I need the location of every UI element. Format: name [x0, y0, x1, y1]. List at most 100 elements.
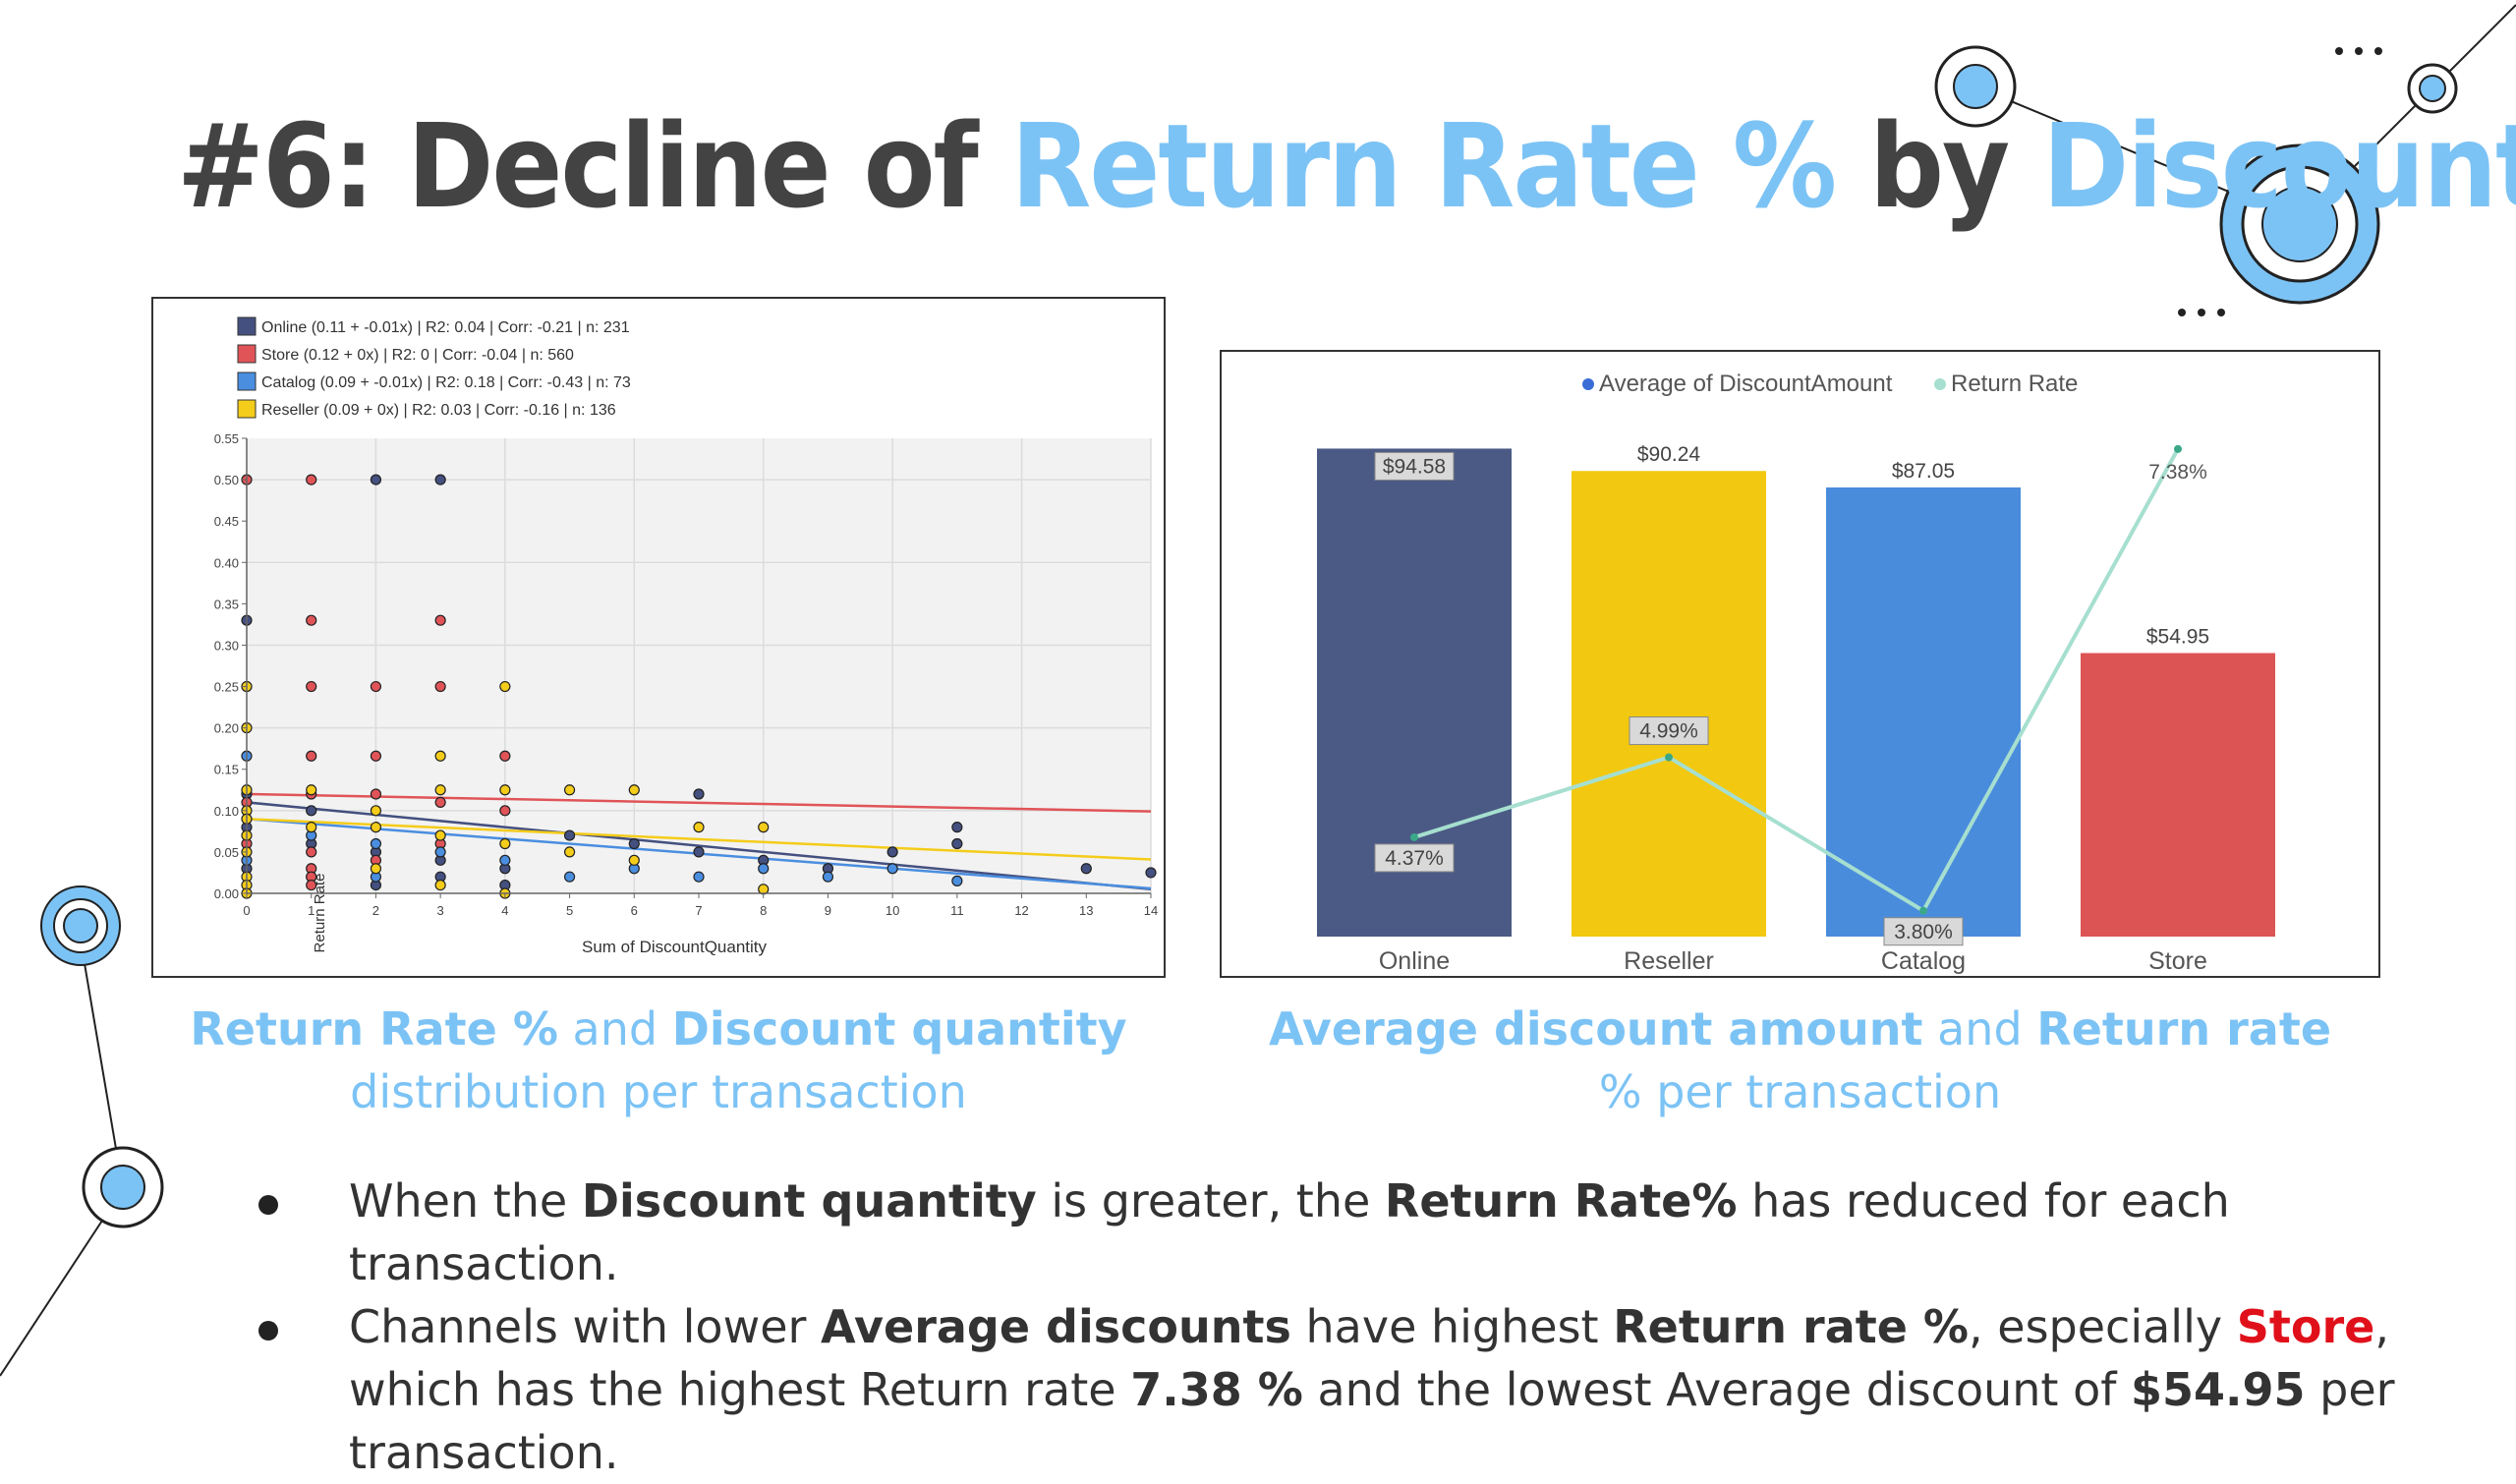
scatter-x-tick-label: 12 — [1014, 903, 1028, 918]
scatter-point — [499, 805, 511, 817]
scatter-point — [370, 788, 382, 800]
scatter-y-tick-label: 0.00 — [214, 886, 239, 901]
scatter-point — [306, 846, 317, 858]
bullet-2-text-2: have highest — [1290, 1300, 1614, 1353]
legend-dot-discount — [1582, 378, 1594, 390]
bar-chart-bars: $94.58 $90.24 $87.05 $54.95 — [1317, 443, 2275, 937]
node-left-upper — [40, 885, 121, 966]
bar-value-label: $54.95 — [2146, 626, 2209, 649]
legend-label-discount: Average of DiscountAmount — [1599, 371, 1893, 397]
scatter-y-tick-label: 0.45 — [214, 514, 239, 529]
scatter-point — [306, 750, 317, 762]
scatter-point — [370, 750, 382, 762]
scatter-y-tick-label: 0.40 — [214, 555, 239, 570]
scatter-chart-panel: 0.00 0.05 0.10 0.15 0.20 0.25 0.30 0.35 0.40 0.45… — [151, 297, 1166, 978]
bullet-2-bold-3: 7.38 % — [1130, 1363, 1303, 1416]
title-highlight-discounts: Discounts — [2042, 98, 2516, 234]
scatter-legend-swatch — [237, 399, 257, 419]
bullet-2-bold-4: $54.95 — [2131, 1363, 2306, 1416]
node-top-right — [2407, 63, 2458, 114]
bullet-2-highlight-store: Store — [2236, 1300, 2375, 1353]
right-chart-caption: Average discount amount and Return rate … — [1220, 998, 2380, 1123]
scatter-point — [306, 879, 317, 891]
bullet-1-bold-2: Return Rate% — [1384, 1174, 1738, 1227]
scatter-point — [306, 822, 317, 833]
scatter-point — [370, 805, 382, 817]
node-top-left — [1934, 45, 2017, 128]
scatter-trendline — [246, 792, 1152, 813]
scatter-point — [434, 680, 446, 693]
scatter-point — [370, 680, 382, 693]
scatter-legend-swatch — [237, 344, 257, 364]
scatter-y-tick-label: 0.15 — [214, 763, 239, 777]
bullet-dot — [258, 1321, 278, 1341]
scatter-point — [628, 854, 640, 866]
scatter-point — [886, 846, 898, 858]
return-rate-point — [1665, 753, 1673, 762]
scatter-point — [628, 784, 640, 796]
return-rate-label: 4.37% — [1385, 847, 1444, 870]
scatter-point — [499, 837, 511, 850]
scatter-trendline — [246, 817, 1152, 861]
scatter-point — [306, 805, 317, 817]
scatter-legend-label: Store (0.12 + 0x) | R2: 0 | Corr: -0.04 … — [261, 347, 574, 364]
scatter-point — [886, 863, 898, 875]
scatter-y-tick-label: 0.50 — [214, 473, 239, 487]
scatter-x-tick-label: 3 — [437, 903, 444, 918]
bullet-item-1: When the Discount quantity is greater, t… — [251, 1170, 2462, 1295]
caption-left-text-1: and — [557, 1002, 672, 1056]
scatter-point — [693, 846, 705, 858]
scatter-point — [758, 863, 770, 875]
scatter-point — [434, 846, 446, 858]
scatter-legend-swatch — [237, 371, 257, 391]
node-left-lower — [82, 1146, 164, 1228]
scatter-point — [499, 750, 511, 762]
scatter-x-axis-label: Sum of DiscountQuantity — [582, 938, 768, 956]
scatter-legend-label: Online (0.11 + -0.01x) | R2: 0.04 | Corr… — [261, 319, 630, 336]
return-rate-point — [1410, 832, 1418, 841]
bar-value-label: $90.24 — [1637, 443, 1701, 466]
return-rate-label: 7.38% — [2148, 461, 2207, 484]
ellipsis-top-right — [2335, 47, 2382, 55]
scatter-x-tick-label: 9 — [825, 903, 831, 918]
scatter-x-tick-label: 2 — [372, 903, 379, 918]
scatter-point — [758, 822, 770, 833]
bar-store — [2081, 653, 2275, 937]
bullet-1-text-2: is greater, the — [1036, 1174, 1385, 1227]
scatter-point — [563, 829, 576, 841]
category-label: Store — [2148, 947, 2207, 975]
scatter-point — [693, 788, 705, 800]
bullet-1-text-3: has reduced for each transaction. — [349, 1174, 2230, 1290]
bar-value-label: $87.05 — [1892, 460, 1955, 483]
bar-value-label-bg — [1374, 451, 1455, 481]
ellipsis-mid-right — [2178, 309, 2225, 316]
return-rate-label-bg — [1883, 917, 1964, 946]
scatter-x-tick-label: 8 — [760, 903, 767, 918]
scatter-legend-label: Reseller (0.09 + 0x) | R2: 0.03 | Corr: … — [261, 402, 616, 419]
caption-right-text-1: and — [1922, 1002, 2037, 1056]
scatter-legend-label: Catalog (0.09 + -0.01x) | R2: 0.18 | Cor… — [261, 374, 631, 391]
scatter-trendline — [246, 801, 1152, 891]
scatter-point — [434, 750, 446, 762]
scatter-axes: 0.00 0.05 0.10 0.15 0.20 0.25 0.30 0.35 0.40 0.45… — [214, 431, 1159, 918]
scatter-point — [693, 822, 705, 833]
return-rate-line: 4.37% 4.99% 3.80% 7.38% — [1374, 444, 2207, 946]
left-chart-caption: Return Rate % and Discount quantity dist… — [151, 998, 1166, 1123]
caption-right-bold-1: Average discount amount — [1268, 1002, 1923, 1056]
scatter-point — [693, 871, 705, 883]
bullet-2-text-5: and the lowest Average discount of — [1302, 1363, 2132, 1416]
slide-title: #6: Decline of Return Rate % by Discount… — [177, 98, 2516, 234]
scatter-x-tick-label: 7 — [695, 903, 702, 918]
scatter-chart: 0.00 0.05 0.10 0.15 0.20 0.25 0.30 0.35 0.40 0.45… — [214, 316, 1159, 956]
return-rate-label: 3.80% — [1894, 921, 1953, 943]
node-large — [2219, 143, 2380, 305]
bar-reseller — [1572, 471, 1766, 937]
scatter-point — [951, 822, 963, 833]
legend-dot-return-rate — [1934, 378, 1946, 390]
scatter-y-tick-label: 0.35 — [214, 597, 239, 611]
scatter-point — [306, 614, 317, 626]
scatter-point — [434, 829, 446, 841]
scatter-point — [434, 614, 446, 626]
caption-right-text-2: % per transaction — [1598, 1065, 2002, 1118]
scatter-y-tick-label: 0.10 — [214, 804, 239, 819]
